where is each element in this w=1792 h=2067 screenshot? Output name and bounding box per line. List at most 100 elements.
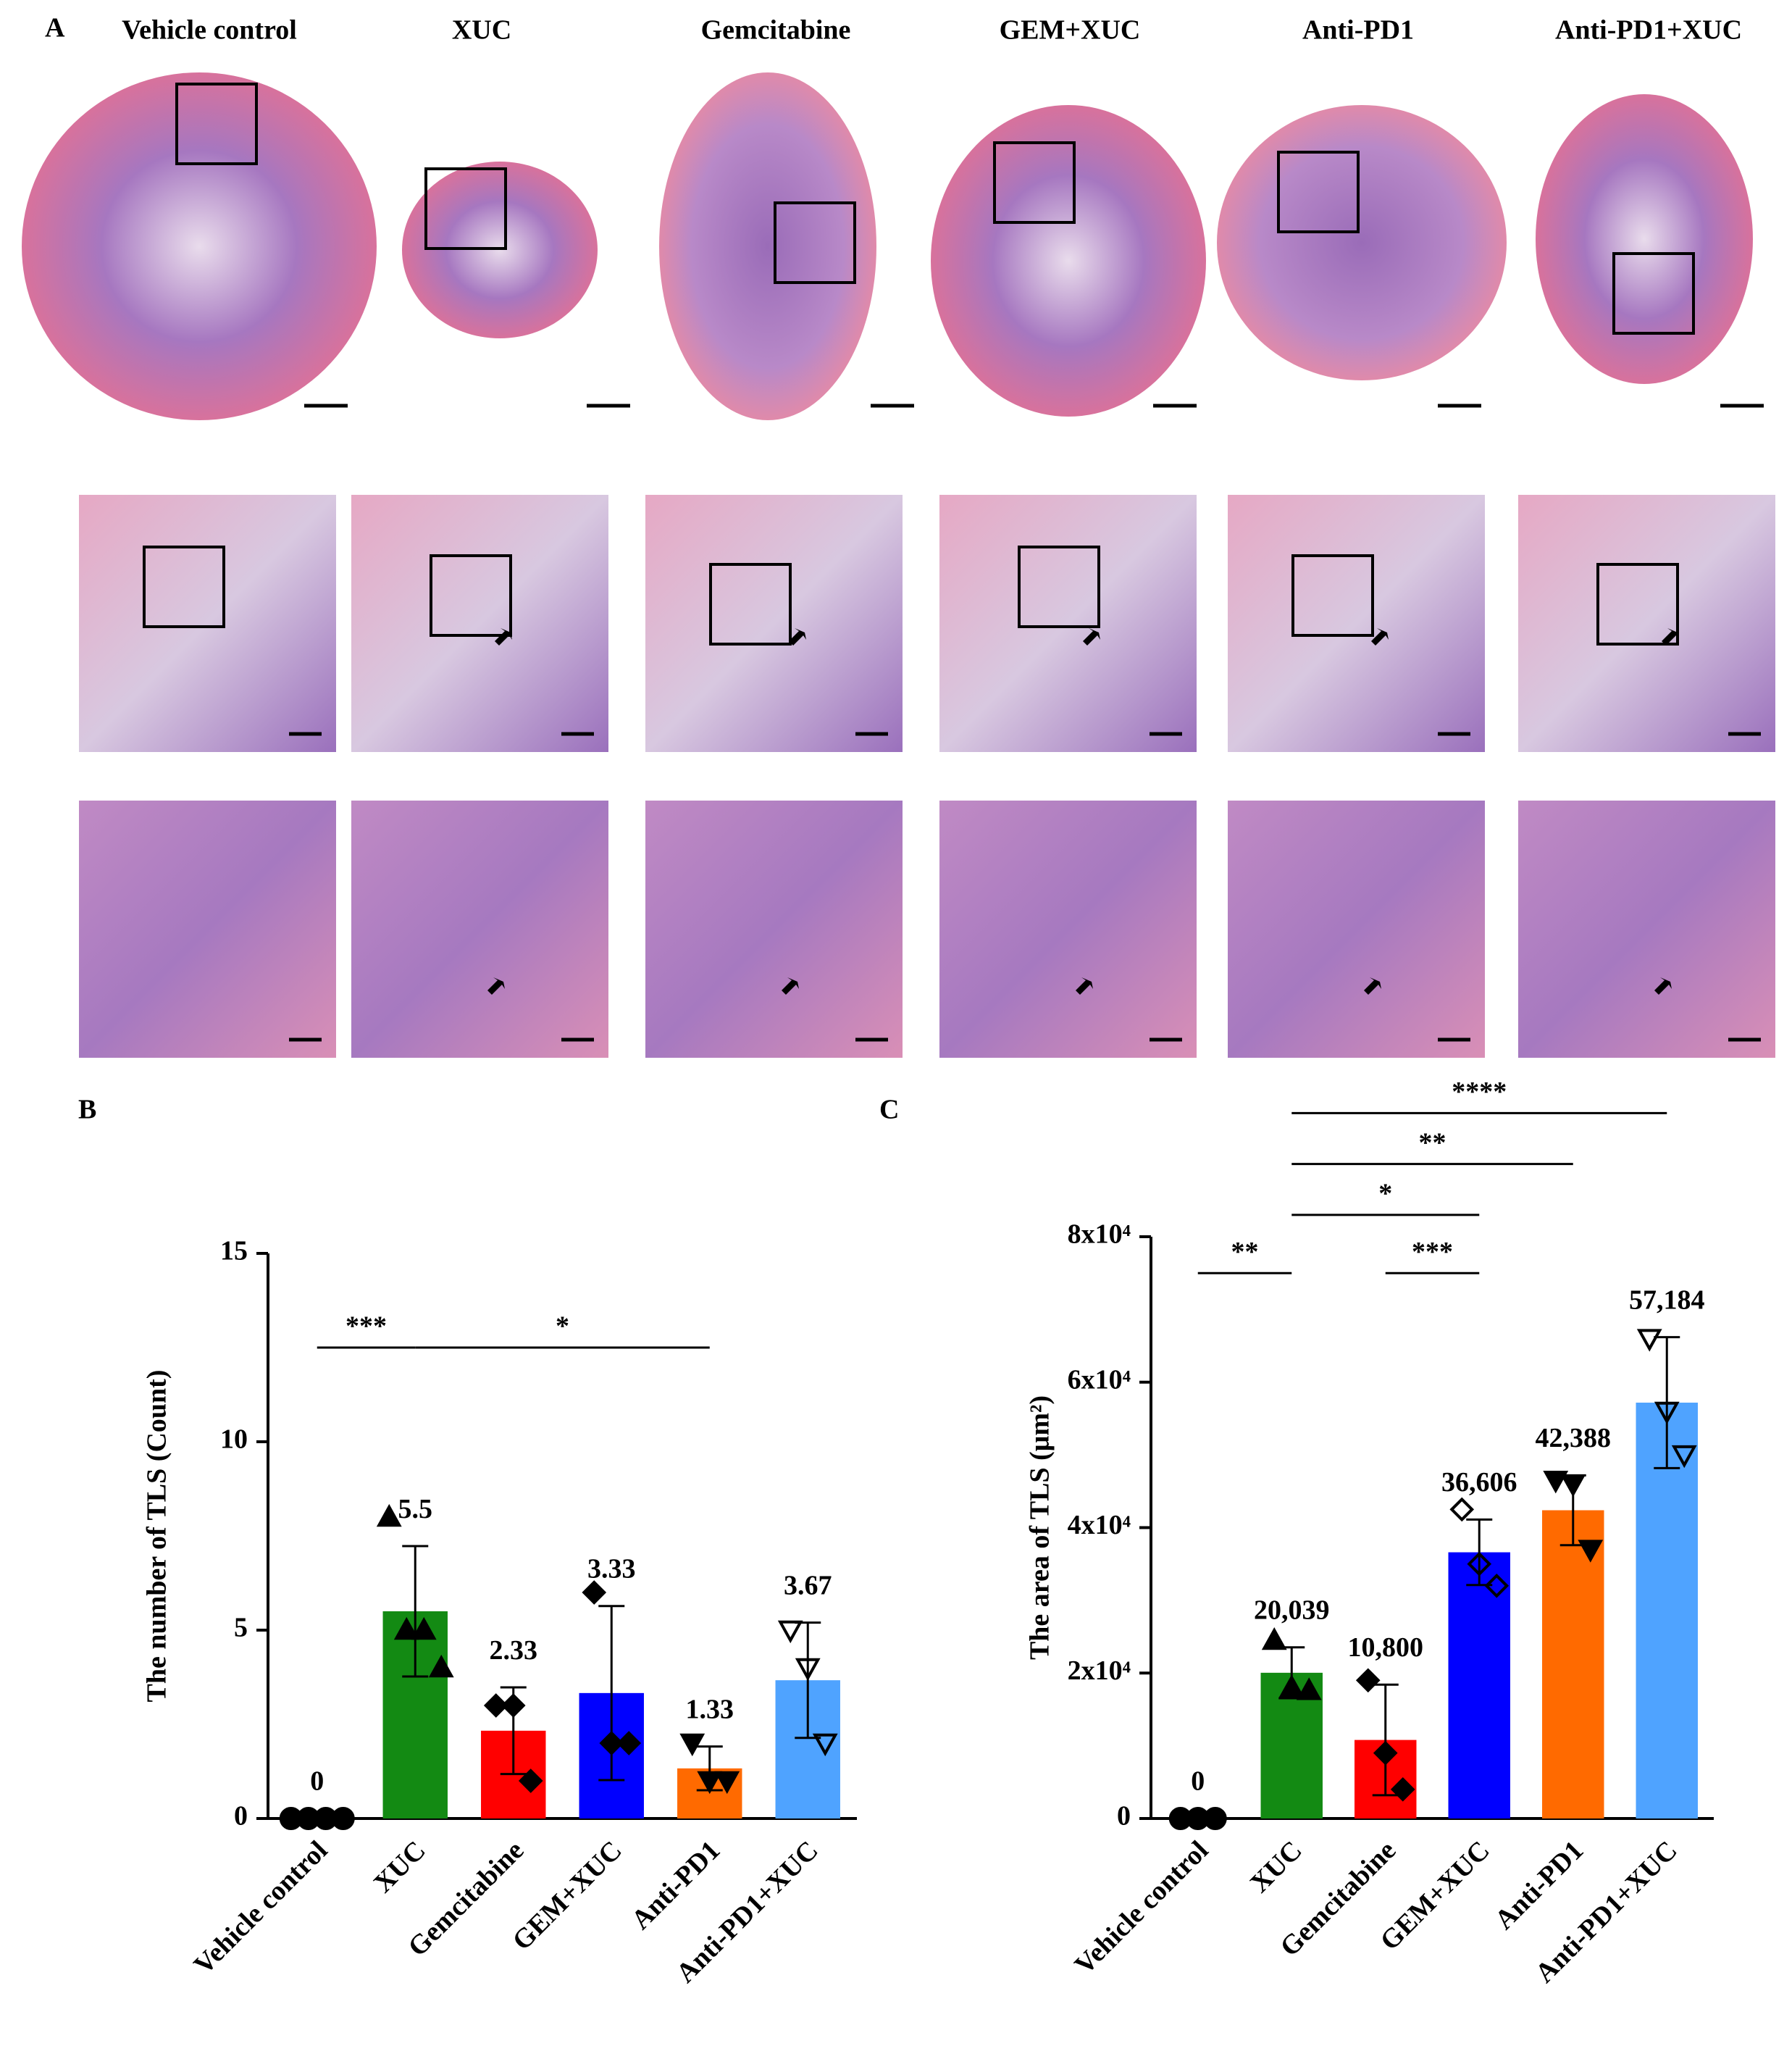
data-point: [518, 1769, 543, 1793]
data-point: [1390, 1777, 1415, 1802]
value-label: 57,184: [1629, 1285, 1705, 1315]
data-point: [1560, 1474, 1586, 1498]
significance-label: ****: [1452, 1077, 1507, 1107]
significance-label: ***: [1412, 1237, 1453, 1267]
panel-label: C: [879, 1095, 899, 1125]
micrograph: [645, 801, 903, 1058]
significance-label: **: [1231, 1237, 1259, 1267]
micrograph: [79, 801, 336, 1058]
y-tick-label: 15: [220, 1236, 248, 1266]
value-label: 3.33: [587, 1553, 636, 1584]
significance-label: **: [1419, 1127, 1446, 1158]
zoom-box: [774, 201, 856, 284]
data-point: [1278, 1674, 1305, 1698]
x-tick-label: Vehicle control: [188, 1835, 334, 1981]
value-label: 20,039: [1254, 1595, 1330, 1625]
column-title: Anti-PD1+XUC: [1555, 15, 1742, 46]
micrograph: [1228, 801, 1485, 1058]
x-tick-label: XUC: [1244, 1835, 1308, 1899]
zoom-box: [1612, 252, 1695, 335]
data-point: [777, 1620, 803, 1644]
column-title: Vehicle control: [122, 15, 297, 46]
column-title: GEM+XUC: [1000, 15, 1141, 46]
overview-row: [22, 72, 1753, 420]
y-axis-label: The area of TLS (μm²): [1025, 1395, 1055, 1660]
y-tick-label: 10: [220, 1424, 248, 1455]
zoom-box: [1291, 554, 1374, 637]
data-point: [1203, 1807, 1227, 1830]
zoom-box: [1277, 151, 1360, 233]
value-label: 36,606: [1441, 1467, 1517, 1498]
data-point: [1671, 1445, 1697, 1469]
data-point: [393, 1616, 419, 1640]
y-tick-label: 2x10⁴: [1068, 1655, 1131, 1686]
data-point: [1654, 1401, 1680, 1425]
column-title: Gemcitabine: [701, 15, 851, 46]
significance-label: ***: [346, 1311, 387, 1342]
x-tick-label: Vehicle control: [1069, 1835, 1215, 1981]
data-point: [1373, 1740, 1398, 1766]
y-tick-label: 0: [1117, 1801, 1131, 1832]
tissue: [931, 105, 1206, 417]
bar-chart: C The area of TLS (μm²) 0 2x10⁴ 4x10⁴ 6x10⁴ 8x…: [879, 1077, 1714, 1989]
x-tick-label: Anti-PD1: [626, 1835, 727, 1936]
panel-label: B: [78, 1095, 96, 1125]
micrograph: [1518, 495, 1775, 752]
panel-a: A: [22, 13, 1775, 1058]
value-label: 42,388: [1536, 1423, 1612, 1453]
tissue: [659, 72, 876, 420]
zoom-box: [993, 141, 1076, 224]
y-tick-label: 8x10⁴: [1068, 1219, 1131, 1250]
x-tick-label: XUC: [368, 1835, 432, 1899]
value-label: 10,800: [1348, 1632, 1424, 1663]
x-tick-label: Anti-PD1: [1489, 1835, 1590, 1936]
data-point: [697, 1771, 723, 1795]
data-point: [1578, 1540, 1604, 1563]
zoom-box: [175, 83, 258, 165]
tissue: [1217, 105, 1507, 380]
data-point: [331, 1807, 355, 1830]
bar: [1448, 1552, 1510, 1818]
data-point: [616, 1731, 642, 1755]
bar: [1542, 1510, 1604, 1818]
zoom-box: [430, 554, 512, 637]
data-point: [1484, 1573, 1510, 1598]
tissue: [22, 72, 377, 420]
data-point: [582, 1580, 607, 1605]
column-title: XUC: [452, 15, 511, 46]
y-tick-label: 0: [234, 1801, 248, 1832]
zoom-box: [1018, 546, 1100, 628]
zoom-box: [143, 546, 225, 628]
data-point: [483, 1693, 508, 1718]
data-point: [714, 1771, 740, 1795]
data-point: [376, 1503, 402, 1527]
zoom-box: [709, 563, 792, 646]
value-label: 2.33: [490, 1635, 538, 1666]
significance-label: *: [1378, 1179, 1392, 1209]
y-axis-label: The number of TLS (Count): [142, 1370, 172, 1703]
micrograph: [939, 495, 1197, 752]
panel-label: A: [45, 13, 65, 43]
bar: [1636, 1403, 1698, 1818]
data-point: [428, 1654, 454, 1678]
data-point: [1261, 1627, 1287, 1650]
micrograph: [1228, 495, 1485, 752]
data-point: [1449, 1497, 1475, 1522]
data-point: [795, 1658, 821, 1682]
data-point: [1543, 1471, 1569, 1494]
micrograph: [1518, 801, 1775, 1058]
data-point: [1355, 1668, 1381, 1693]
significance-label: *: [556, 1311, 569, 1342]
zoom-box: [424, 167, 507, 250]
charts: B The number of TLS (Count) 0 5 10 15 Vehicle …: [78, 1077, 1714, 1989]
micrograph: [645, 495, 903, 752]
y-tick-label: 4x10⁴: [1068, 1510, 1131, 1540]
data-point: [679, 1733, 706, 1757]
data-point: [501, 1693, 526, 1718]
data-point: [411, 1616, 437, 1640]
zoom-rows: [79, 495, 1775, 1058]
data-point: [599, 1731, 624, 1755]
value-label: 3.67: [784, 1570, 832, 1600]
data-point: [1296, 1677, 1322, 1700]
